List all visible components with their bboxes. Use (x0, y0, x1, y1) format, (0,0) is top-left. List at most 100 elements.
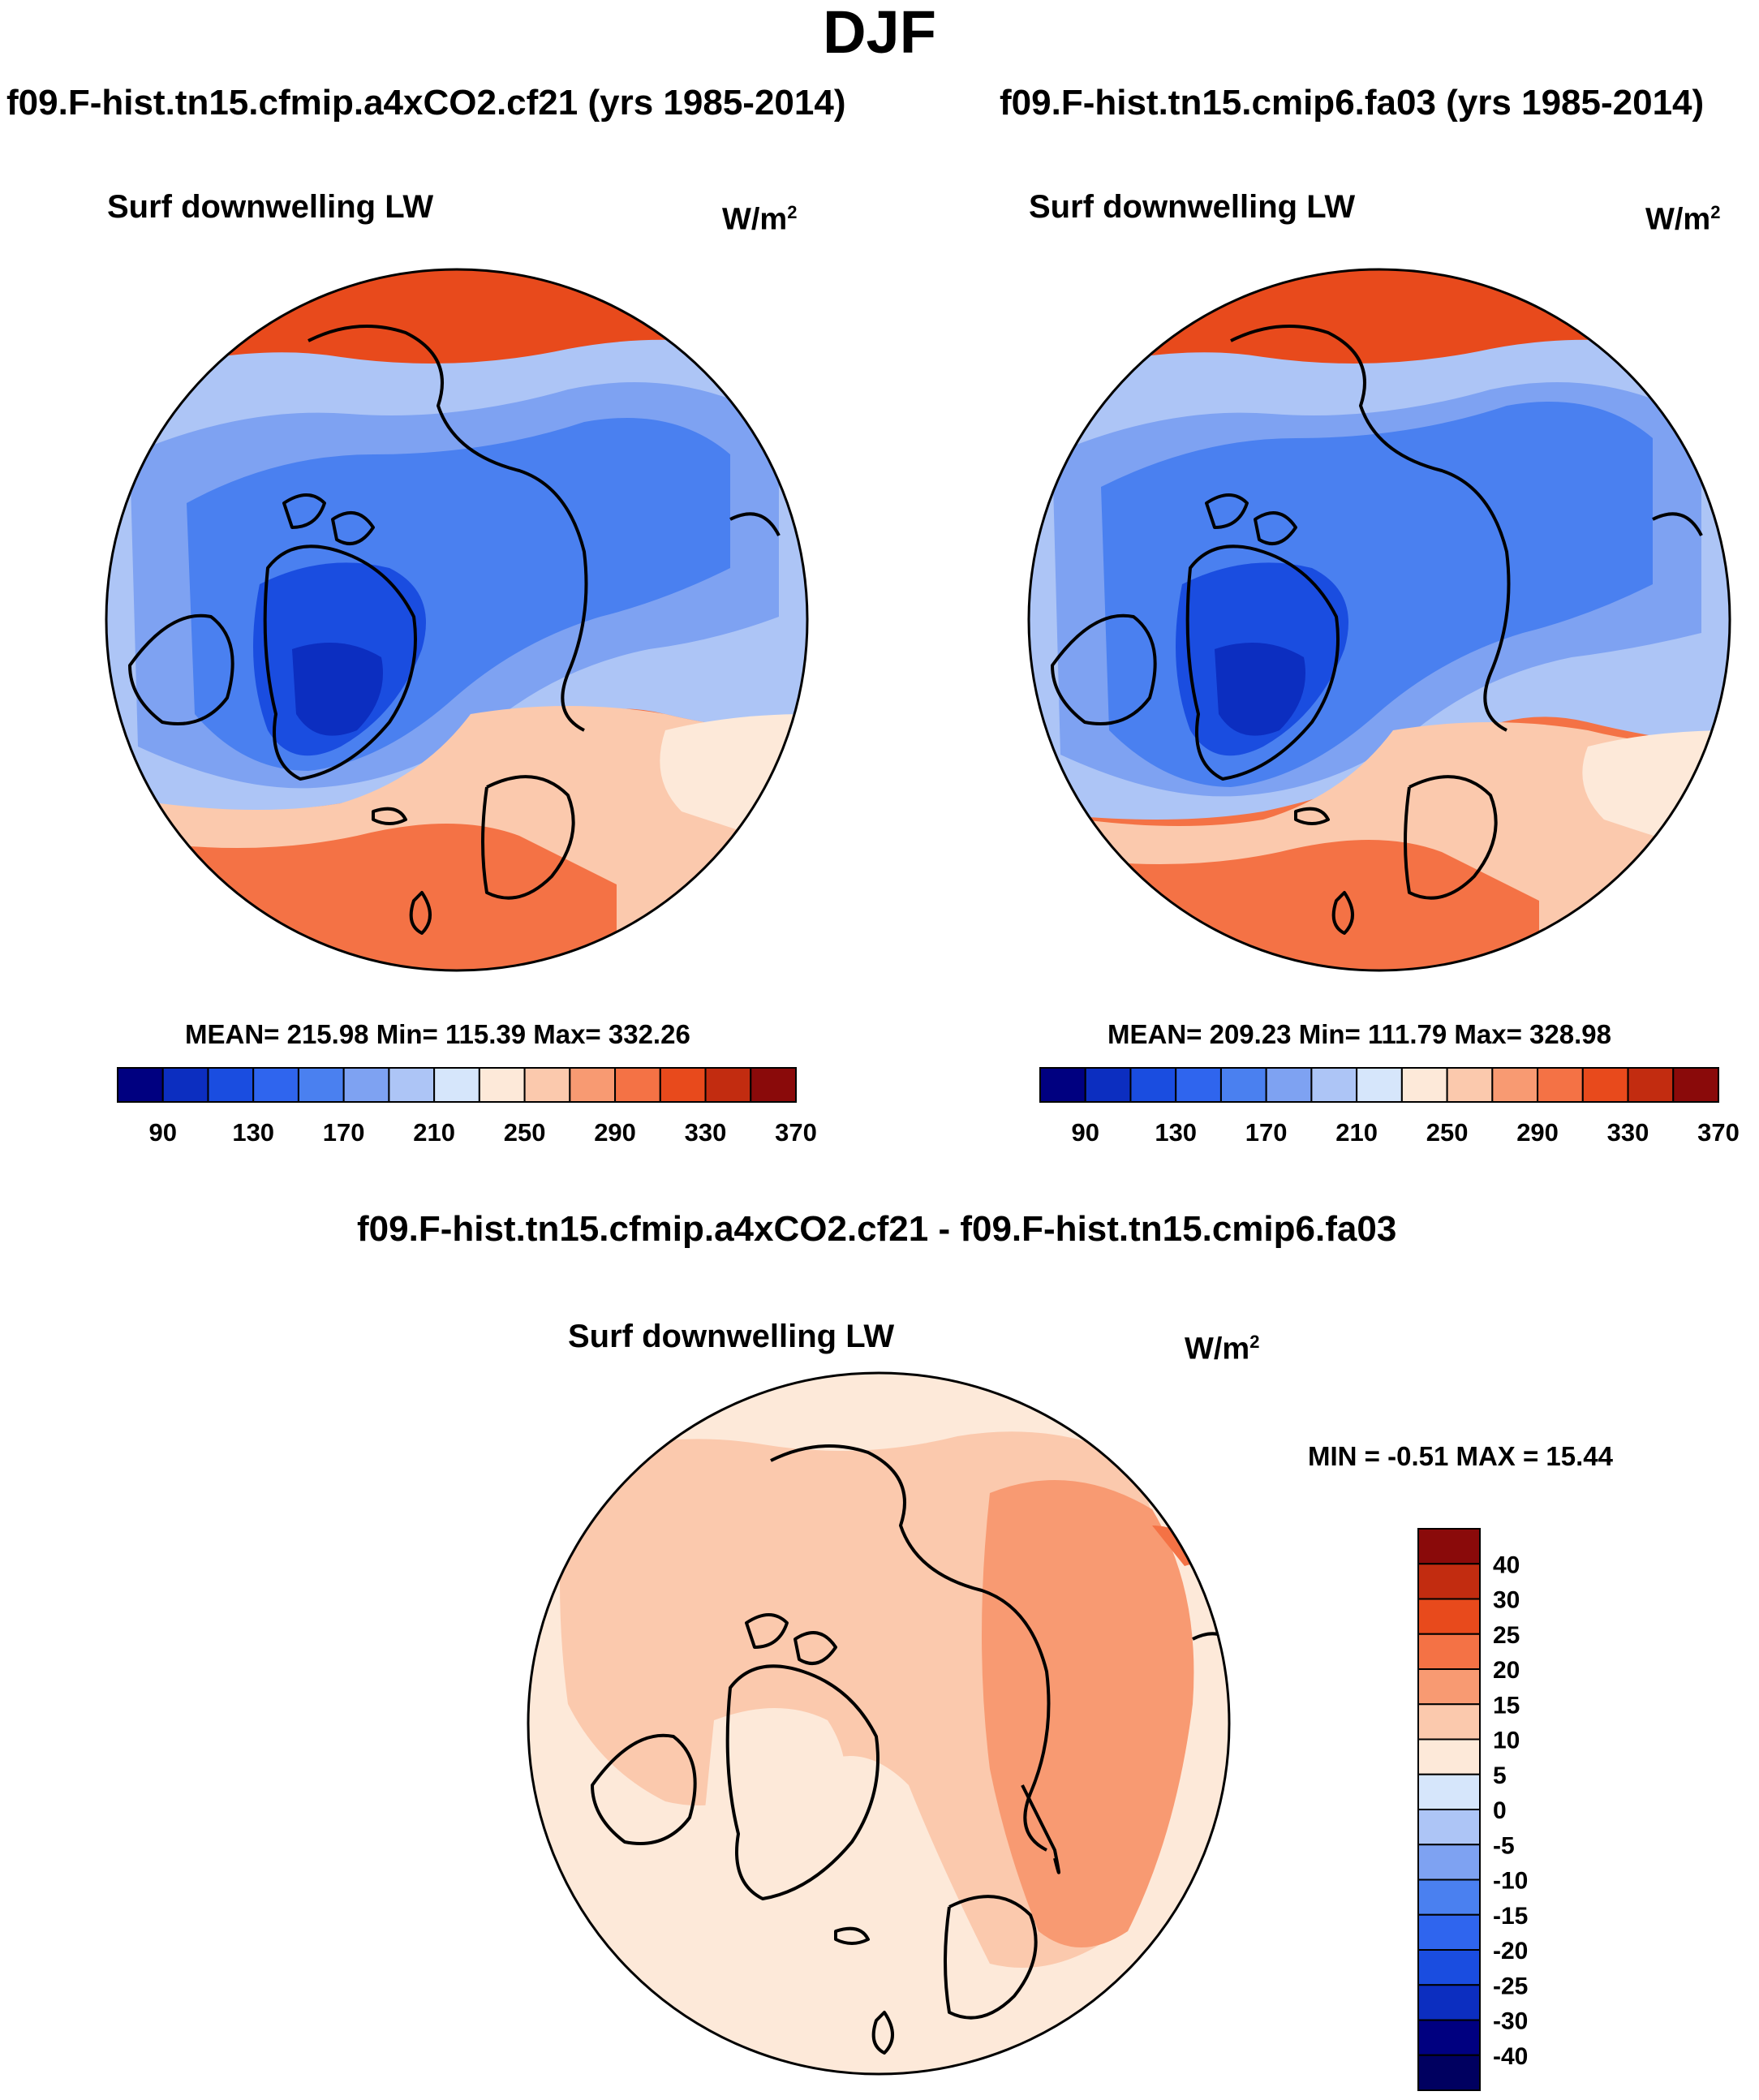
colorbar-cell (1417, 1703, 1481, 1741)
colorbar-tick-label: 40 (1493, 1551, 1520, 1578)
colorbar-tick-label: 5 (1493, 1762, 1507, 1789)
colorbar-cell (1417, 1844, 1481, 1881)
colorbar-tick-label: 170 (1245, 1118, 1288, 1147)
colorbar-cell (1417, 1949, 1481, 1986)
colorbar-cell (1417, 2054, 1481, 2091)
colorbar-tick-label: -40 (1493, 2043, 1528, 2070)
colorbar-cell (161, 1067, 209, 1103)
colorbar-cell (523, 1067, 571, 1103)
right-stats: MEAN= 209.23 Min= 111.79 Max= 328.98 (1107, 1019, 1611, 1049)
left-variable-title: Surf downwelling LW (107, 189, 434, 225)
left-case-title: f09.F-hist.tn15.cfmip.a4xCO2.cf21 (yrs 1… (6, 83, 846, 123)
colorbar-cell (1417, 1878, 1481, 1916)
colorbar-tick-label: 210 (413, 1118, 455, 1147)
colorbar-tick-label: 290 (1516, 1118, 1559, 1147)
colorbar-tick-label: 25 (1493, 1622, 1520, 1649)
colorbar-tick-label: -25 (1493, 1973, 1528, 1999)
colorbar-tick-label: -30 (1493, 2008, 1528, 2035)
right-case-title: f09.F-hist.tn15.cmip6.fa03 (yrs 1985-201… (1000, 83, 1705, 123)
colorbar-cell (1265, 1067, 1313, 1103)
colorbar-cell (704, 1067, 752, 1103)
map-field-diff-warmer (982, 1480, 1194, 1947)
colorbar-tick-label: -20 (1493, 1938, 1528, 1964)
diff-stats: MIN = -0.51 MAX = 15.44 (1308, 1441, 1614, 1471)
colorbar-cell (433, 1067, 480, 1103)
colorbar-cell (1417, 1809, 1481, 1846)
figure-title: DJF (823, 0, 936, 66)
colorbar-tick-label: 15 (1493, 1692, 1520, 1719)
colorbar-cell (1417, 1738, 1481, 1775)
colorbar-cell (1310, 1067, 1358, 1103)
colorbar-cell (1491, 1067, 1539, 1103)
colorbar-cell (1356, 1067, 1403, 1103)
left-colorbar: 90 130 170 210 250 290 330 370 (117, 1067, 817, 1147)
colorbar-cell (1417, 1984, 1481, 2021)
colorbar-tick-label: -10 (1493, 1868, 1528, 1895)
colorbar-cell (614, 1067, 661, 1103)
colorbar-cell (1417, 1563, 1481, 1600)
diff-polar-map (527, 1371, 1231, 2076)
colorbar-cell (659, 1067, 707, 1103)
colorbar-cell (478, 1067, 526, 1103)
coastlines (591, 1444, 1229, 2055)
colorbar-cell (1417, 1913, 1481, 1951)
colorbar-cell (1400, 1067, 1448, 1103)
diff-variable-title: Surf downwelling LW (568, 1319, 895, 1354)
colorbar-tick-label: 290 (594, 1118, 636, 1147)
right-units: W/m2 (1645, 202, 1721, 237)
colorbar-tick-label: 130 (232, 1118, 274, 1147)
colorbar-cell (207, 1067, 255, 1103)
colorbar-cell (1175, 1067, 1222, 1103)
colorbar-cell (1672, 1067, 1719, 1103)
colorbar-cell (117, 1067, 164, 1103)
left-units: W/m2 (722, 202, 798, 237)
map-field-greenland-coldest (1215, 643, 1305, 736)
colorbar-cell (750, 1067, 797, 1103)
colorbar-cell (1417, 1773, 1481, 1810)
colorbar-tick-label: 0 (1493, 1797, 1507, 1824)
colorbar-cell (1417, 1633, 1481, 1670)
left-polar-map (105, 268, 809, 972)
colorbar-tick-label: -15 (1493, 1903, 1528, 1930)
map-boundary-circle (527, 1371, 1231, 2076)
map-boundary-circle (1027, 268, 1731, 972)
colorbar-tick-label: 370 (775, 1118, 817, 1147)
colorbar-cell (1417, 2019, 1481, 2056)
colorbar-tick-label: 330 (1607, 1118, 1649, 1147)
coastlines (128, 325, 781, 935)
colorbar-tick-label: 10 (1493, 1728, 1520, 1754)
colorbar-cell (1627, 1067, 1675, 1103)
colorbar-tick-label: 210 (1335, 1118, 1378, 1147)
colorbar-cell (1417, 1528, 1481, 1565)
colorbar-tick-label: 20 (1493, 1657, 1520, 1684)
colorbar-tick-label: 170 (323, 1118, 365, 1147)
colorbar-tick-label: 90 (1071, 1118, 1099, 1147)
colorbar-tick-label: 250 (1426, 1118, 1469, 1147)
map-field-greenland-coldest (292, 643, 383, 736)
colorbar-cell (1417, 1598, 1481, 1635)
right-colorbar: 90 130 170 210 250 290 330 370 (1039, 1067, 1740, 1147)
colorbar-cell (297, 1067, 345, 1103)
right-polar-map (1027, 268, 1731, 972)
diff-units: W/m2 (1185, 1332, 1260, 1366)
colorbar-cell (252, 1067, 299, 1103)
colorbar-cell (1581, 1067, 1629, 1103)
colorbar-cell (1446, 1067, 1494, 1103)
left-stats: MEAN= 215.98 Min= 115.39 Max= 332.26 (185, 1019, 690, 1049)
colorbar-cell (569, 1067, 617, 1103)
map-field-diff-greenland (704, 1708, 846, 1899)
diff-colorbar: 40 30 25 20 15 10 5 0 -5 -10 -15 -20 -25 -30 -40 (1417, 1528, 1528, 2091)
colorbar-cell (388, 1067, 436, 1103)
right-variable-title: Surf downwelling LW (1029, 189, 1356, 225)
colorbar-cell (1084, 1067, 1132, 1103)
colorbar-cell (1219, 1067, 1267, 1103)
map-boundary-circle (105, 268, 809, 972)
colorbar-tick-label: 370 (1697, 1118, 1740, 1147)
diff-case-title: f09.F-hist.tn15.cfmip.a4xCO2.cf21 - f09.… (357, 1209, 1397, 1249)
colorbar-tick-label: 30 (1493, 1587, 1520, 1614)
colorbar-cell (1039, 1067, 1086, 1103)
colorbar-tick-label: -5 (1493, 1832, 1515, 1859)
colorbar-cell (342, 1067, 390, 1103)
colorbar-tick-label: 130 (1155, 1118, 1197, 1147)
